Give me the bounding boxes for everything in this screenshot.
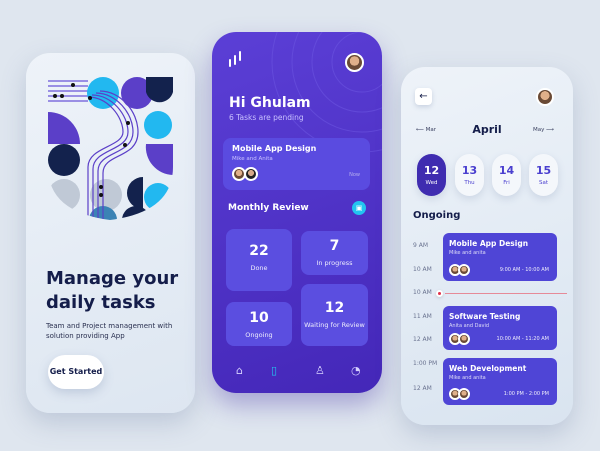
user-avatar[interactable]	[536, 88, 554, 106]
current-time-line	[445, 293, 567, 294]
pending-count: 6 Tasks are pending	[229, 113, 304, 122]
day-pill[interactable]: 14 Fri	[492, 154, 521, 196]
time-label: 10 AM	[413, 289, 432, 296]
onboarding-screen: Manage your daily tasks Team and Project…	[26, 53, 195, 413]
current-time-marker	[436, 290, 443, 297]
home-icon[interactable]: ⌂	[236, 364, 243, 377]
shield-illustration	[48, 77, 173, 220]
member-avatar	[244, 167, 258, 181]
stat-value: 7	[329, 238, 340, 254]
task-members: Mike and Anita	[232, 156, 273, 162]
event-card[interactable]: Web Development Mike and anita 1:00 PM - 2…	[443, 358, 557, 405]
next-month-button[interactable]: May ⟶	[533, 127, 554, 133]
event-card[interactable]: Software Testing Anita and David 10:00 AM …	[443, 306, 557, 350]
document-icon[interactable]: ▯	[271, 364, 278, 377]
calendar-icon[interactable]: ▣	[352, 201, 366, 215]
profile-icon[interactable]: ♙	[315, 364, 325, 377]
event-title: Software Testing	[449, 312, 521, 321]
back-button[interactable]: ←	[415, 88, 432, 105]
prev-month-label: Mar	[425, 127, 437, 133]
arrow-right-icon: ⟶	[544, 127, 555, 133]
stat-label: In progress	[316, 259, 353, 267]
event-members: Anita and David	[449, 323, 490, 329]
event-members: Mike and anita	[449, 375, 486, 381]
day-pill[interactable]: 15 Sat	[529, 154, 558, 196]
stat-label: Done	[250, 264, 268, 272]
time-label: 12 AM	[413, 385, 432, 392]
day-pill[interactable]: 13 Thu	[455, 154, 484, 196]
current-month: April	[472, 123, 502, 136]
stat-ongoing[interactable]: 10 Ongoing	[226, 302, 292, 346]
stat-value: 12	[324, 300, 345, 316]
stat-label: Waiting for Review	[304, 321, 365, 329]
stat-done[interactable]: 22 Done	[226, 229, 292, 291]
event-time-range: 1:00 PM - 2:00 PM	[503, 391, 549, 397]
task-title: Mobile App Design	[232, 144, 317, 153]
event-title: Web Development	[449, 364, 527, 373]
onboarding-subtitle: Team and Project management with solutio…	[46, 322, 173, 340]
stat-in-progress[interactable]: 7 In progress	[301, 231, 368, 275]
time-label: 12 AM	[413, 336, 432, 343]
section-title: Ongoing	[413, 210, 461, 221]
event-time-range: 10:00 AM - 11:20 AM	[496, 336, 549, 342]
heading-line-1: Manage your	[46, 268, 179, 289]
stat-waiting-review[interactable]: 12 Waiting for Review	[301, 284, 368, 346]
event-card[interactable]: Mobile App Design Mike and anita 9:00 AM -…	[443, 233, 557, 281]
heading-line-2: daily tasks	[46, 292, 156, 313]
event-time-range: 9:00 AM - 10:00 AM	[499, 267, 549, 273]
featured-task-card[interactable]: Mobile App Design Mike and Anita Now	[223, 138, 370, 190]
event-title: Mobile App Design	[449, 239, 529, 248]
arrow-left-icon: ⟵	[416, 127, 426, 133]
time-label: 10 AM	[413, 266, 432, 273]
prev-month-button[interactable]: ⟵ Mar	[416, 127, 436, 133]
section-title: Monthly Review	[228, 203, 309, 213]
task-time: Now	[349, 172, 360, 178]
day-pill-selected[interactable]: 12 Wed	[417, 154, 446, 196]
stat-label: Ongoing	[245, 331, 273, 339]
time-label: 1:00 PM	[413, 360, 438, 367]
home-screen: Hi Ghulam 6 Tasks are pending Mobile App…	[212, 32, 382, 393]
get-started-button[interactable]: Get Started	[48, 355, 104, 389]
event-members: Mike and anita	[449, 250, 486, 256]
bell-icon[interactable]: ◔	[351, 364, 361, 377]
greeting: Hi Ghulam	[229, 95, 311, 111]
time-label: 9 AM	[413, 242, 429, 249]
calendar-screen: ← ⟵ Mar April May ⟶ 12 Wed 13 Thu 14 Fri 15…	[401, 67, 573, 425]
stat-value: 10	[249, 310, 269, 326]
stat-value: 22	[249, 243, 269, 259]
time-label: 11 AM	[413, 313, 432, 320]
user-avatar[interactable]	[345, 53, 364, 72]
next-month-label: May	[533, 127, 545, 133]
app-logo-icon	[229, 51, 241, 67]
